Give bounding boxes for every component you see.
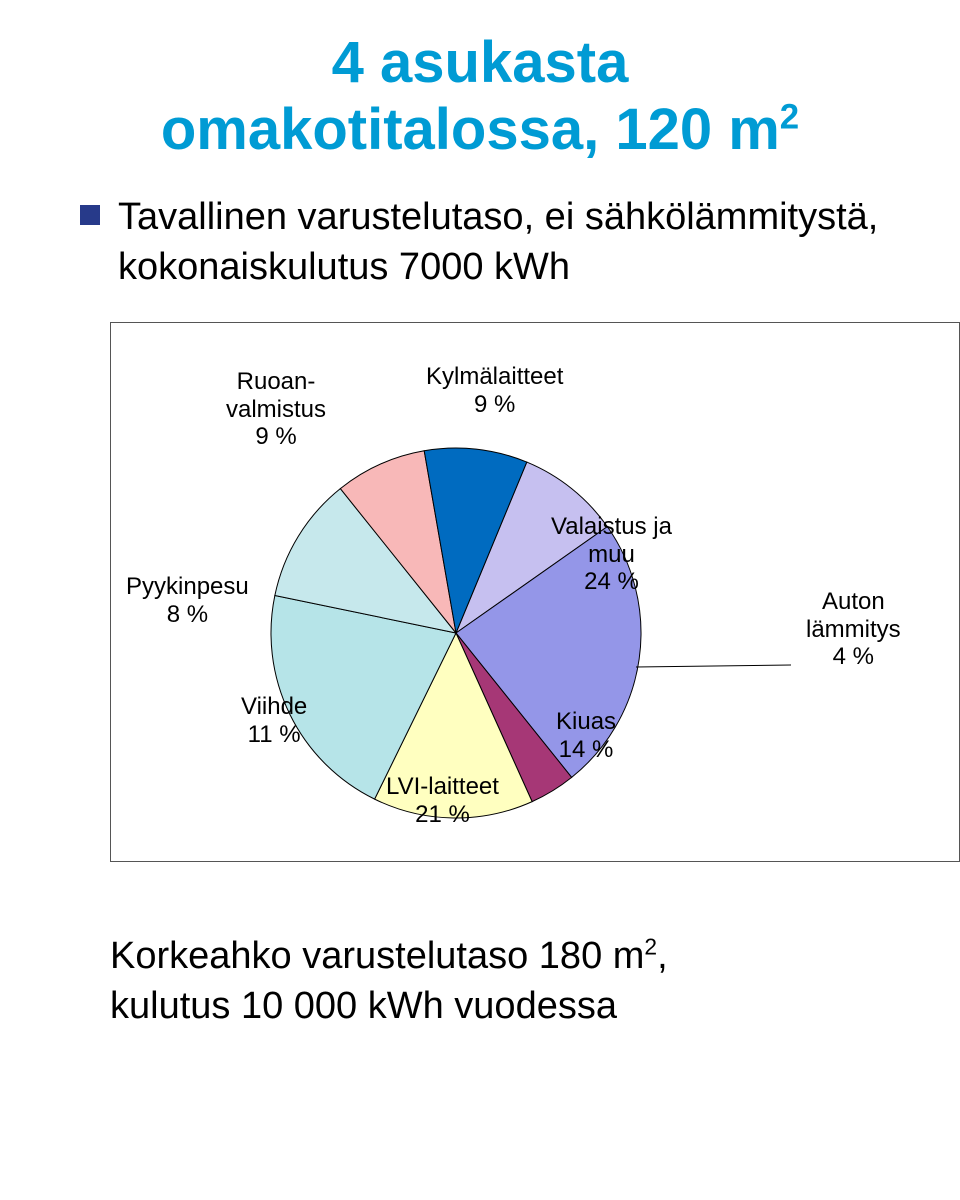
leader-line [636,665,791,667]
pie-label: Pyykinpesu8 % [126,573,249,628]
pie-label: Valaistus jamuu24 % [551,513,672,596]
bullet-text: Tavallinen varustelutaso, ei sähkölämmit… [118,193,910,292]
footer-line1a: Korkeahko varustelutaso 180 m [110,935,644,977]
title-sup: 2 [780,97,799,136]
title: 4 asukasta omakotitalossa, 120 m2 [50,30,910,163]
title-line1: 4 asukasta [332,30,629,95]
footer-line2: kulutus 10 000 kWh vuodessa [110,985,617,1027]
pie-chart: Kylmälaitteet9 % Valaistus jamuu24 % Auton… [110,322,960,862]
pie-label: Ruoan-valmistus9 % [226,368,326,451]
pie-label: Autonlämmitys4 % [806,588,901,671]
pie-label: Kiuas14 % [556,708,616,763]
slide: 4 asukasta omakotitalossa, 120 m2 Tavall… [0,0,960,1200]
title-line2: omakotitalossa, 120 m [161,97,780,162]
bullet-icon [80,205,100,225]
pie-label: Kylmälaitteet9 % [426,363,563,418]
pie-label: LVI-laitteet21 % [386,773,499,828]
footer-text: Korkeahko varustelutaso 180 m2, kulutus … [110,932,910,1031]
footer-line1b: , [657,935,668,977]
pie-label: Viihde11 % [241,693,307,748]
bullet-item: Tavallinen varustelutaso, ei sähkölämmit… [80,193,910,292]
footer-sup: 2 [644,934,657,960]
